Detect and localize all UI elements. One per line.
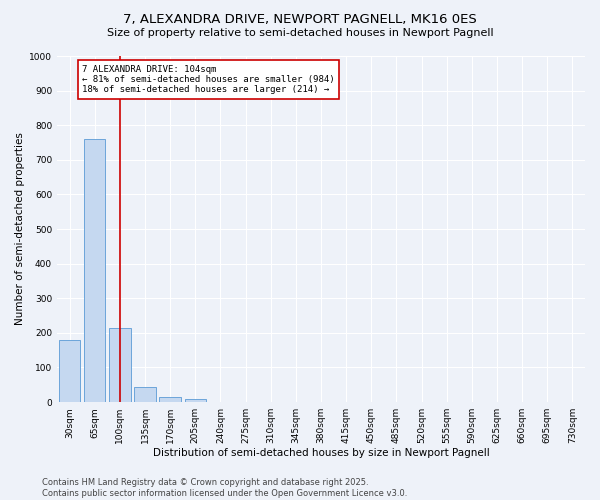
Bar	[59, 340, 80, 402]
Text: Contains HM Land Registry data © Crown copyright and database right 2025.
Contai: Contains HM Land Registry data © Crown c…	[42, 478, 407, 498]
X-axis label: Distribution of semi-detached houses by size in Newport Pagnell: Distribution of semi-detached houses by …	[152, 448, 490, 458]
Text: 7 ALEXANDRA DRIVE: 104sqm
← 81% of semi-detached houses are smaller (984)
18% of: 7 ALEXANDRA DRIVE: 104sqm ← 81% of semi-…	[82, 64, 335, 94]
Bar	[109, 328, 131, 402]
Text: Size of property relative to semi-detached houses in Newport Pagnell: Size of property relative to semi-detach…	[107, 28, 493, 38]
Bar	[134, 386, 156, 402]
Bar	[84, 139, 106, 402]
Bar	[160, 397, 181, 402]
Text: 7, ALEXANDRA DRIVE, NEWPORT PAGNELL, MK16 0ES: 7, ALEXANDRA DRIVE, NEWPORT PAGNELL, MK1…	[123, 12, 477, 26]
Y-axis label: Number of semi-detached properties: Number of semi-detached properties	[15, 132, 25, 326]
Bar	[185, 400, 206, 402]
